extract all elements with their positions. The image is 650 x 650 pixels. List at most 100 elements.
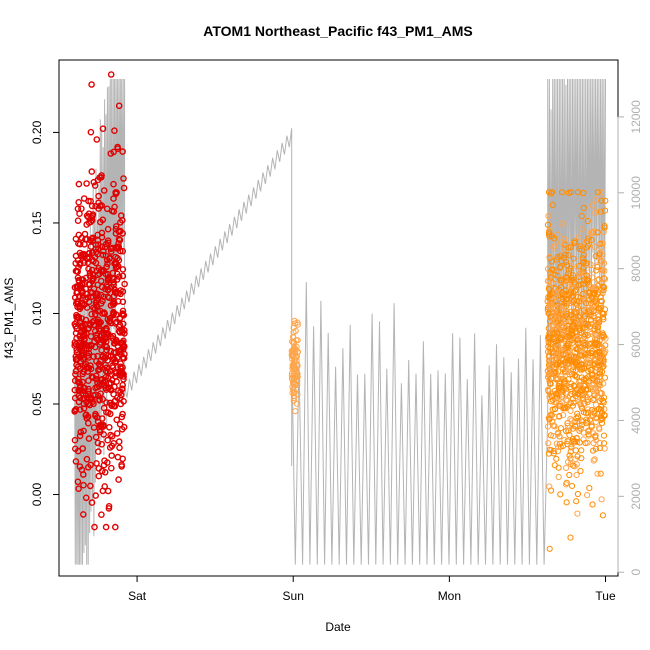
data-point <box>586 485 593 492</box>
data-point <box>590 396 597 403</box>
data-point <box>74 205 82 213</box>
data-point <box>84 259 91 267</box>
data-point <box>106 273 113 281</box>
data-point <box>113 416 120 424</box>
data-point <box>71 408 78 415</box>
data-point <box>75 375 82 383</box>
data-point <box>92 433 100 441</box>
y-tick-label: 0.10 <box>30 301 44 325</box>
data-point <box>584 321 592 328</box>
data-point <box>585 428 592 435</box>
data-point <box>574 413 582 420</box>
data-point <box>571 279 578 286</box>
data-point <box>289 365 296 372</box>
data-point <box>111 286 118 293</box>
data-point <box>580 259 587 266</box>
data-point <box>574 510 581 517</box>
data-point <box>569 482 576 489</box>
data-point <box>595 305 603 312</box>
data-point <box>100 461 108 469</box>
data-point <box>83 398 90 406</box>
data-point <box>83 455 91 463</box>
data-point <box>97 291 105 299</box>
data-point <box>545 450 553 457</box>
data-point <box>87 197 94 205</box>
data-point <box>573 346 580 353</box>
data-point <box>574 304 582 311</box>
data-point <box>579 291 586 298</box>
data-point <box>554 307 561 314</box>
data-point <box>582 285 589 292</box>
data-point <box>104 276 112 284</box>
data-point <box>597 413 604 420</box>
data-point <box>580 252 587 259</box>
data-point <box>95 360 103 368</box>
data-point <box>77 428 84 436</box>
data-point <box>587 323 595 330</box>
data-point <box>545 335 552 342</box>
data-point <box>74 478 82 486</box>
data-point <box>83 212 91 219</box>
data-point <box>544 386 552 393</box>
data-point <box>577 281 584 288</box>
data-point <box>552 406 559 413</box>
data-point <box>545 440 552 447</box>
data-point <box>559 442 567 449</box>
y2-tick-label: 6000 <box>629 331 643 358</box>
data-point <box>588 236 595 244</box>
data-point <box>95 366 102 374</box>
data-point <box>571 287 579 295</box>
data-point <box>575 273 582 280</box>
data-point <box>574 301 581 308</box>
data-point <box>120 354 128 362</box>
data-point <box>597 470 604 477</box>
data-point <box>111 203 118 211</box>
data-point <box>82 345 90 352</box>
data-point <box>578 213 585 220</box>
data-point <box>552 355 559 362</box>
data-point <box>584 277 591 284</box>
data-point <box>602 197 609 204</box>
data-point <box>546 416 553 423</box>
data-point <box>92 492 99 499</box>
data-point <box>118 413 126 421</box>
data-point <box>563 296 570 303</box>
data-point <box>559 295 566 303</box>
data-point <box>101 310 108 318</box>
data-point <box>546 292 553 299</box>
data-point <box>599 512 607 519</box>
data-point <box>102 523 110 531</box>
data-point <box>592 209 599 216</box>
data-point <box>94 316 102 324</box>
data-point <box>82 411 90 419</box>
data-point <box>591 456 598 463</box>
data-point <box>121 350 128 358</box>
data-point <box>90 400 97 408</box>
data-point <box>90 321 98 329</box>
x-tick-label: Tue <box>595 589 616 603</box>
data-point <box>574 337 581 344</box>
data-point <box>111 373 119 380</box>
data-point <box>589 202 597 209</box>
data-point <box>111 383 118 391</box>
data-point <box>579 255 587 262</box>
data-point <box>569 395 577 402</box>
data-point <box>598 403 605 410</box>
data-point <box>600 228 607 236</box>
data-point <box>112 244 120 252</box>
data-point <box>93 136 101 143</box>
data-point <box>576 312 584 319</box>
data-point <box>90 424 98 431</box>
data-point <box>567 534 574 541</box>
data-point <box>580 189 587 197</box>
data-point <box>110 180 117 188</box>
data-point <box>82 391 90 399</box>
data-point <box>121 326 128 334</box>
data-point <box>576 427 583 434</box>
data-point <box>115 273 123 281</box>
data-point <box>570 382 578 389</box>
data-point <box>585 350 592 357</box>
data-point <box>552 289 559 296</box>
scatter-series-2 <box>288 317 301 415</box>
data-point <box>107 71 115 78</box>
